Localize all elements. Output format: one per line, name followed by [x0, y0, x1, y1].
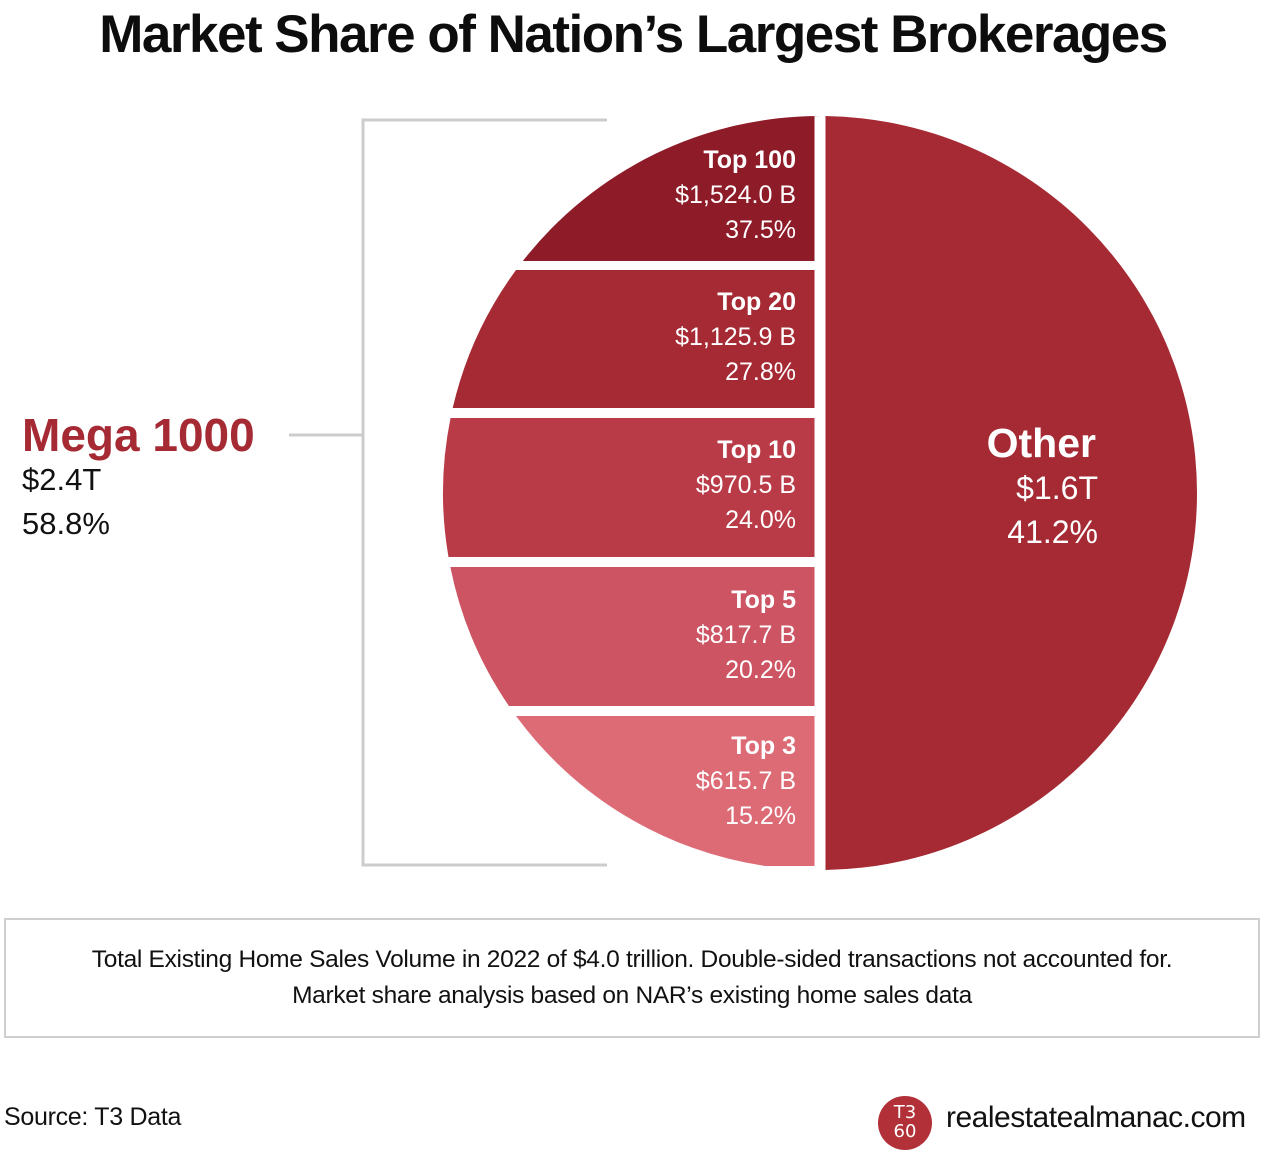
label-value-top-5: $817.7 B	[696, 621, 796, 649]
footnote-line-2: Market share analysis based on NAR’s exi…	[292, 982, 972, 1009]
label-name-top-10: Top 10	[717, 436, 796, 464]
slice-top-20	[452, 270, 815, 408]
label-share-other: 41.2%	[1007, 514, 1098, 550]
logo-text-top: T3	[893, 1102, 917, 1123]
label-share-top-3: 15.2%	[725, 802, 796, 830]
label-value-top-10: $970.5 B	[696, 471, 796, 499]
mega-1000-bracket	[361, 118, 607, 867]
footnote-line-1: Total Existing Home Sales Volume in 2022…	[91, 946, 1173, 973]
label-name-top-20: Top 20	[717, 288, 796, 316]
footnote-box: Total Existing Home Sales Volume in 2022…	[4, 918, 1260, 1038]
mega-1000-value: $2.4T	[22, 462, 102, 497]
label-name-top-3: Top 3	[731, 732, 796, 760]
label-name-top-5: Top 5	[731, 586, 796, 614]
label-name-top-100: Top 100	[703, 146, 796, 174]
slice-top-3	[516, 716, 815, 866]
slice-top-100	[522, 116, 820, 261]
website-link[interactable]: realestatealmanac.com	[946, 1101, 1246, 1134]
slice-top-5	[450, 567, 815, 706]
label-share-top-10: 24.0%	[725, 506, 796, 534]
label-share-top-100: 37.5%	[725, 216, 796, 244]
logo-text-bottom: 60	[893, 1121, 917, 1142]
chart-title: Market Share of Nation’s Largest Brokera…	[99, 5, 1168, 64]
label-value-top-3: $615.7 B	[696, 767, 796, 795]
label-value-top-100: $1,524.0 B	[675, 181, 796, 209]
label-value-other: $1.6T	[1016, 470, 1098, 506]
label-share-top-5: 20.2%	[725, 656, 796, 684]
pie-chart: Top 100 $1,524.0 B 37.5% Top 20 $1,125.9 B 27…	[289, 116, 1198, 870]
mega-1000-share: 58.8%	[22, 506, 110, 541]
label-share-top-20: 27.8%	[725, 358, 796, 386]
slice-top-10	[443, 418, 815, 557]
label-value-top-20: $1,125.9 B	[675, 323, 796, 351]
mega-1000-label: Mega 1000	[22, 409, 255, 461]
label-name-other: Other	[987, 420, 1096, 466]
slice-other	[825, 116, 1198, 870]
t360-logo: T3 60	[878, 1096, 932, 1150]
source-label: Source: T3 Data	[4, 1103, 182, 1131]
